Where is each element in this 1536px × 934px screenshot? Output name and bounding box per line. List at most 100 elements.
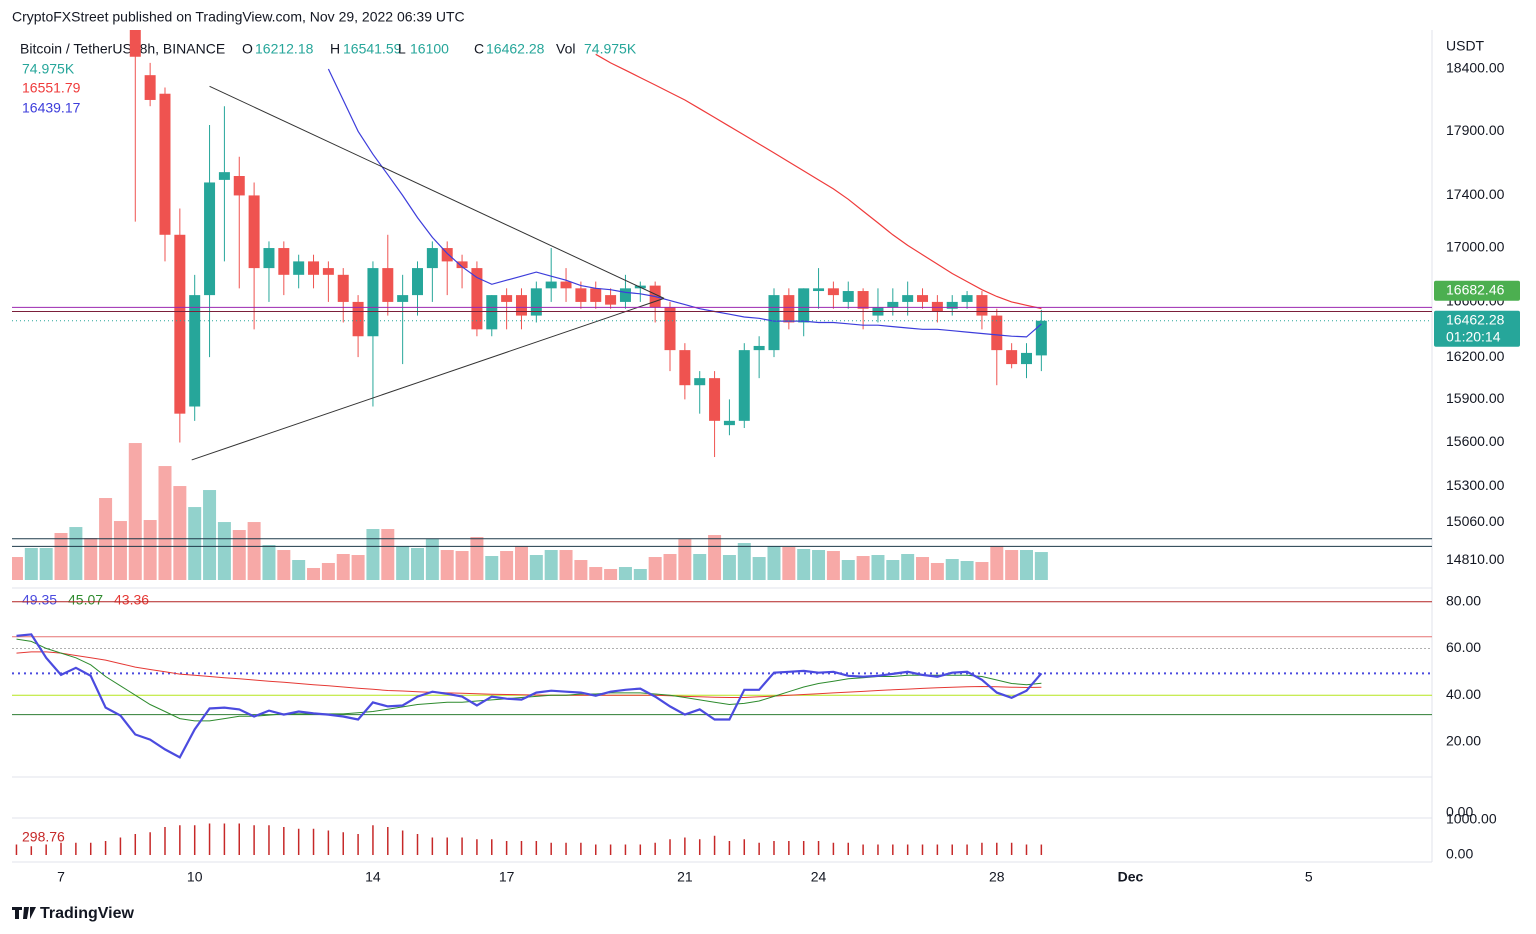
legend-label: O: [242, 41, 253, 57]
volume-bar: [173, 486, 187, 580]
legend-bottom: 298.76: [22, 829, 65, 845]
volume-bar: [217, 522, 231, 580]
brand: TradingView: [40, 905, 135, 922]
volume-bar: [336, 554, 350, 580]
volume-bar: [871, 555, 885, 580]
volume-bar: [232, 530, 246, 580]
moving-average: [595, 53, 1042, 310]
volume-bar: [663, 554, 677, 580]
volume-bar: [351, 555, 365, 580]
volume-bar: [841, 560, 855, 580]
candle-body: [218, 172, 230, 180]
candle-body: [1035, 320, 1047, 356]
rsi-line: [16, 633, 1043, 759]
legend-label: H: [330, 41, 340, 57]
candle-body: [931, 301, 943, 312]
candle-body: [159, 93, 171, 235]
volume-bar: [247, 522, 261, 580]
volume-bar: [84, 538, 98, 580]
volume-bar: [797, 549, 811, 580]
candle-body: [694, 378, 706, 386]
x-tick-label: 7: [57, 869, 65, 885]
x-tick-label: 14: [365, 869, 381, 885]
candle-body: [486, 295, 498, 330]
legend-value: 16212.18: [255, 41, 314, 57]
candle-body: [590, 288, 602, 302]
volume-bar: [1034, 552, 1048, 580]
volume-bar: [24, 547, 38, 580]
bottom-tick-label: 1000.00: [1446, 811, 1497, 827]
candle-body: [723, 420, 735, 426]
candle-body: [545, 281, 557, 289]
y-tick-label: 14810.00: [1446, 551, 1505, 567]
volume-bar: [39, 547, 53, 580]
y-tick-label: 17000.00: [1446, 239, 1505, 255]
trend-line: [209, 85, 665, 299]
volume-bar: [930, 562, 944, 580]
rsi-line: [16, 651, 1042, 698]
y-tick-label: 18400.00: [1446, 60, 1505, 76]
moving-average: [327, 68, 1042, 338]
candle-body: [263, 248, 275, 269]
volume-bar: [277, 550, 291, 580]
volume-bar: [708, 535, 722, 580]
y-tick-label: 15300.00: [1446, 477, 1505, 493]
volume-bar: [470, 537, 484, 580]
candle-body: [293, 261, 305, 275]
volume-bar: [485, 556, 499, 580]
volume-bar: [455, 551, 469, 580]
volume-bar: [767, 546, 781, 580]
volume-bar: [975, 562, 989, 580]
rsi-tick-label: 20.00: [1446, 733, 1481, 749]
candle-body: [412, 268, 424, 296]
volume-bar: [143, 520, 157, 580]
volume-bar: [945, 559, 959, 580]
legend-ma: 16439.17: [22, 100, 81, 116]
volume-bar: [633, 568, 647, 580]
x-tick-label: Dec: [1118, 869, 1144, 885]
candle-body: [783, 295, 795, 323]
candle-body: [426, 248, 438, 269]
volume-bar: [1005, 550, 1019, 580]
volume-bar: [856, 556, 870, 580]
volume-bar: [188, 507, 202, 580]
legend-value: 16541.59: [343, 41, 402, 57]
candle-body: [857, 291, 869, 309]
volume-bar: [693, 554, 707, 580]
x-tick-label: 24: [811, 869, 827, 885]
candle-body: [887, 301, 899, 308]
candle-body: [709, 378, 721, 421]
volume-bar: [544, 550, 558, 580]
volume-bar: [886, 560, 900, 580]
symbol: Bitcoin / TetherUS, 8h, BINANCE: [20, 41, 225, 57]
volume-bar: [752, 557, 766, 580]
volume-bar: [396, 546, 410, 580]
volume-bar: [411, 547, 425, 580]
volume-bar: [678, 539, 692, 580]
candle-body: [189, 295, 201, 407]
candle-body: [456, 261, 468, 269]
x-tick-label: 10: [187, 869, 203, 885]
x-tick-label: 5: [1305, 869, 1313, 885]
legend-rsi: 43.36: [114, 592, 149, 608]
price-label: 16462.28: [1446, 311, 1505, 327]
trend-line: [191, 297, 665, 461]
currency: USDT: [1446, 38, 1485, 54]
candle-body: [946, 301, 958, 309]
candle-body: [515, 295, 527, 316]
candle-body: [991, 315, 1003, 351]
y-tick-label: 15900.00: [1446, 390, 1505, 406]
legend-label: L: [398, 41, 406, 57]
candle-body: [1020, 352, 1032, 365]
volume-bar: [604, 568, 618, 580]
candle-body: [619, 288, 631, 302]
price-pane: [12, 30, 1048, 580]
volume-bar: [812, 550, 826, 580]
candle-body: [605, 295, 617, 305]
candle-body: [813, 288, 825, 292]
candle-body: [827, 288, 839, 296]
price-label: 16682.46: [1446, 281, 1505, 297]
volume-bar: [529, 555, 543, 580]
volume-bar: [990, 546, 1004, 580]
volume-bar: [901, 554, 915, 580]
